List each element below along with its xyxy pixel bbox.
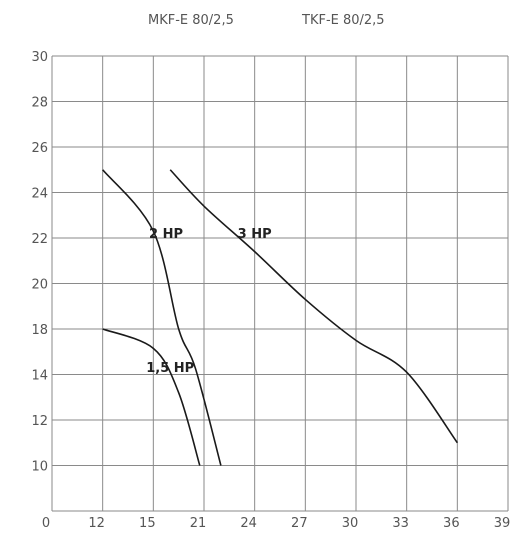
y-tick-label: 30 xyxy=(31,50,48,65)
curve-line xyxy=(102,328,201,466)
x-tick-label: 15 xyxy=(139,516,156,531)
y-tick-label: 26 xyxy=(31,141,48,156)
y-tick-label: 20 xyxy=(31,278,48,293)
plot-grid xyxy=(51,55,509,512)
x-tick-label: 12 xyxy=(88,516,105,531)
header-label: TKF-E 80/2,5 xyxy=(301,13,385,28)
y-tick-label: 10 xyxy=(31,460,48,475)
y-tick-label: 18 xyxy=(31,323,48,338)
x-tick-label: 27 xyxy=(291,516,308,531)
curve-label: 2 HP xyxy=(149,227,183,242)
y-tick-label: 28 xyxy=(31,96,48,111)
pump-curves xyxy=(102,169,458,466)
y-tick-label: 12 xyxy=(31,414,48,429)
header-label: MKF-E 80/2,5 xyxy=(148,13,234,28)
x-tick-label: 36 xyxy=(443,516,460,531)
y-tick-label: 22 xyxy=(31,232,48,247)
y-tick-label: 14 xyxy=(31,369,48,384)
x-tick-label: 21 xyxy=(190,516,207,531)
x-tick-label: 39 xyxy=(494,516,511,531)
y-tick-label: 24 xyxy=(31,187,48,202)
x-tick-label: 24 xyxy=(240,516,257,531)
x-tick-label: 30 xyxy=(342,516,359,531)
curve-label: 3 HP xyxy=(238,227,272,242)
axis-tick-labels: 0 12 15 21 24 27 30 33 36 39 30 28 26 24 22 20 18 14 12 10 xyxy=(31,50,510,531)
x-tick-label: 0 xyxy=(42,516,50,531)
x-tick-label: 33 xyxy=(392,516,409,531)
curve-label: 1,5 HP xyxy=(146,361,194,376)
curve-line xyxy=(169,169,458,444)
curve-line xyxy=(102,169,222,466)
curve-labels: 1,5 HP 2 HP 3 HP xyxy=(146,227,271,376)
